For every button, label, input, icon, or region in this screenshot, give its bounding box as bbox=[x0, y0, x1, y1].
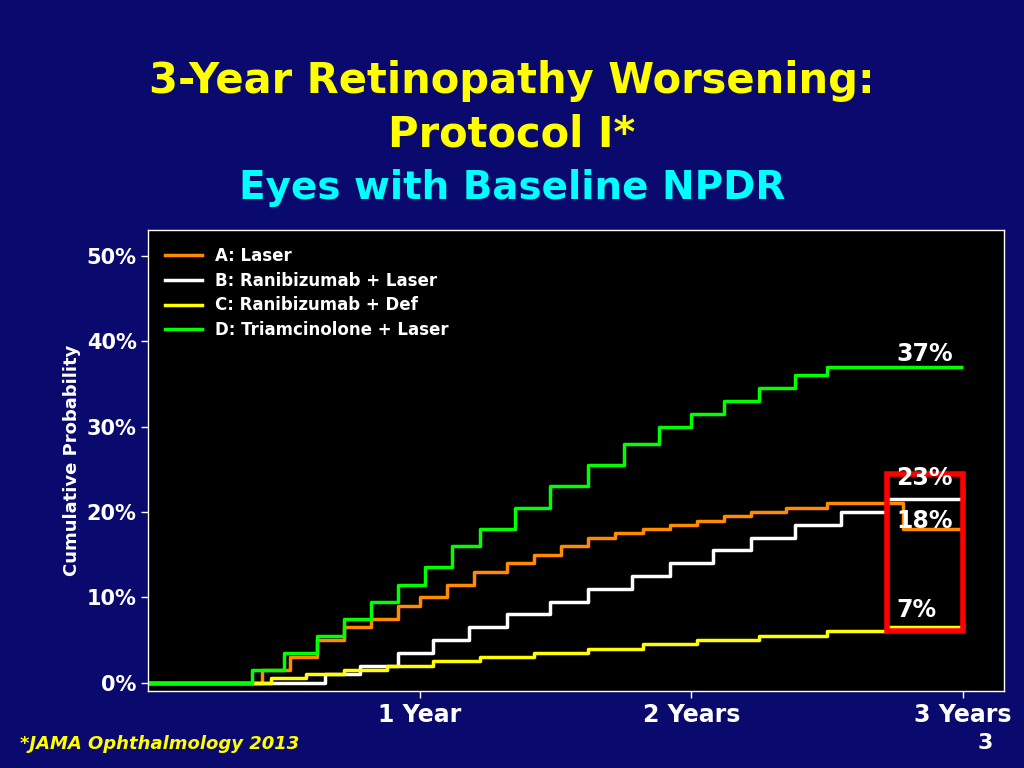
Text: 23%: 23% bbox=[896, 466, 952, 490]
Text: *JAMA Ophthalmology 2013: *JAMA Ophthalmology 2013 bbox=[20, 735, 300, 753]
Text: 37%: 37% bbox=[896, 342, 953, 366]
Text: 18%: 18% bbox=[896, 508, 952, 532]
Text: 7%: 7% bbox=[896, 598, 936, 622]
Text: Eyes with Baseline NPDR: Eyes with Baseline NPDR bbox=[239, 169, 785, 207]
Y-axis label: Cumulative Probability: Cumulative Probability bbox=[63, 345, 81, 577]
Text: Protocol I*: Protocol I* bbox=[388, 114, 636, 155]
Bar bbox=[887, 474, 963, 631]
Text: 3-Year Retinopathy Worsening:: 3-Year Retinopathy Worsening: bbox=[150, 60, 874, 101]
Legend: A: Laser, B: Ranibizumab + Laser, C: Ranibizumab + Def, D: Triamcinolone + Laser: A: Laser, B: Ranibizumab + Laser, C: Ran… bbox=[157, 239, 457, 347]
Text: 3: 3 bbox=[978, 733, 993, 753]
